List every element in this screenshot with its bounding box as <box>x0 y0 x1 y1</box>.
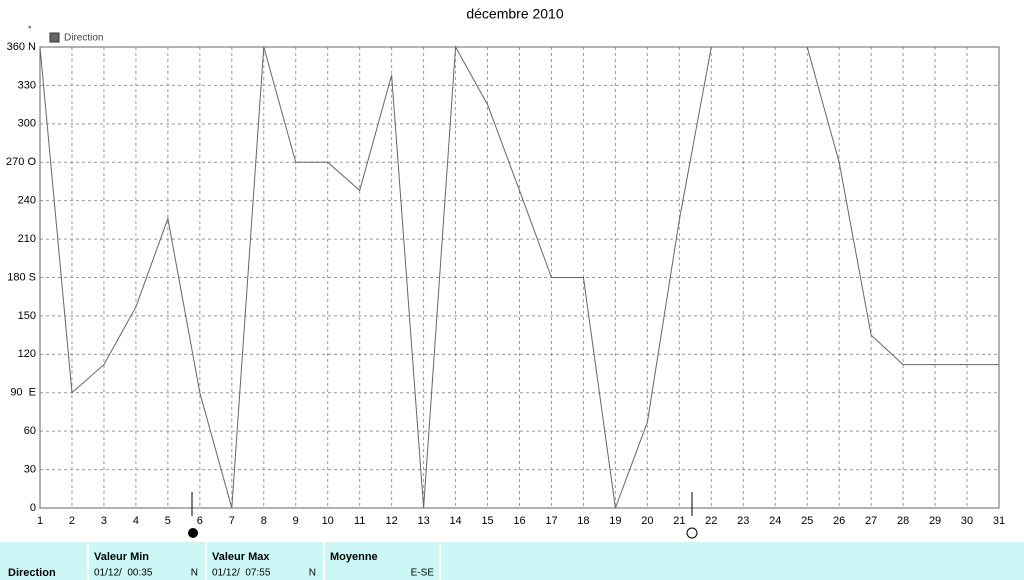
row-label: Direction <box>8 567 56 579</box>
x-tick-label: 7 <box>229 515 235 527</box>
x-tick-label: 13 <box>417 515 429 527</box>
plot-border <box>39 46 1000 509</box>
x-tick-label: 2 <box>69 515 75 527</box>
cell-direction: N <box>191 568 198 579</box>
column-header: Valeur Min <box>94 551 149 563</box>
y-tick-label: 180 S <box>7 271 36 283</box>
x-tick-label: 16 <box>513 515 525 527</box>
x-tick-label: 10 <box>322 515 334 527</box>
cell-direction: N <box>309 568 316 579</box>
y-tick-label: 90 E <box>10 387 36 399</box>
data-line <box>39 45 999 509</box>
y-tick-label: 360 N <box>7 41 36 53</box>
x-tick-label: 30 <box>961 515 973 527</box>
x-tick-label: 25 <box>801 515 813 527</box>
x-tick-label: 26 <box>833 515 845 527</box>
x-tick-label: 31 <box>993 515 1005 527</box>
legend-label: Direction <box>64 33 103 44</box>
x-tick-label: 12 <box>386 515 398 527</box>
x-tick-label: 8 <box>261 515 267 527</box>
cell-date: 01/12/ 00:35 <box>94 568 153 579</box>
legend-swatch <box>49 32 60 43</box>
x-tick-label: 20 <box>641 515 653 527</box>
y-tick-label: 210 <box>18 233 36 245</box>
x-tick-label: 22 <box>705 515 717 527</box>
y-tick-label: 300 <box>18 118 36 130</box>
x-tick-label: 5 <box>165 515 171 527</box>
y-tick-label: 330 <box>18 79 36 91</box>
x-tick-label: 14 <box>449 515 461 527</box>
full-moon-icon <box>188 528 198 538</box>
y-tick-label: 270 O <box>6 156 36 168</box>
x-tick-label: 21 <box>673 515 685 527</box>
y-tick-label: 240 <box>18 195 36 207</box>
x-tick-label: 4 <box>133 515 139 527</box>
new-moon-icon <box>686 527 698 539</box>
x-tick-label: 15 <box>481 515 493 527</box>
x-tick-label: 17 <box>545 515 557 527</box>
x-tick-label: 3 <box>101 515 107 527</box>
y-tick-label: 0 <box>30 502 36 514</box>
y-tick-label: 120 <box>18 348 36 360</box>
x-tick-label: 29 <box>929 515 941 527</box>
x-tick-label: 11 <box>354 515 365 527</box>
x-tick-label: 24 <box>769 515 781 527</box>
x-tick-label: 6 <box>197 515 203 527</box>
chart-title: décembre 2010 <box>466 6 564 22</box>
x-tick-label: 18 <box>577 515 589 527</box>
y-tick-label: 150 <box>18 310 36 322</box>
stats-table <box>0 542 1024 580</box>
y-tick-label: 30 <box>24 463 36 475</box>
y-axis-label: ° <box>28 24 32 34</box>
x-tick-label: 1 <box>37 515 43 527</box>
x-tick-label: 9 <box>293 515 299 527</box>
y-tick-label: 60 <box>24 425 36 437</box>
x-tick-label: 27 <box>865 515 877 527</box>
column-header: Moyenne <box>330 551 378 563</box>
x-tick-label: 19 <box>609 515 621 527</box>
cell-date: 01/12/ 07:55 <box>212 568 271 579</box>
cell-direction: E-SE <box>411 568 435 579</box>
column-header: Valeur Max <box>212 551 270 563</box>
x-tick-label: 23 <box>737 515 749 527</box>
x-tick-label: 28 <box>897 515 909 527</box>
